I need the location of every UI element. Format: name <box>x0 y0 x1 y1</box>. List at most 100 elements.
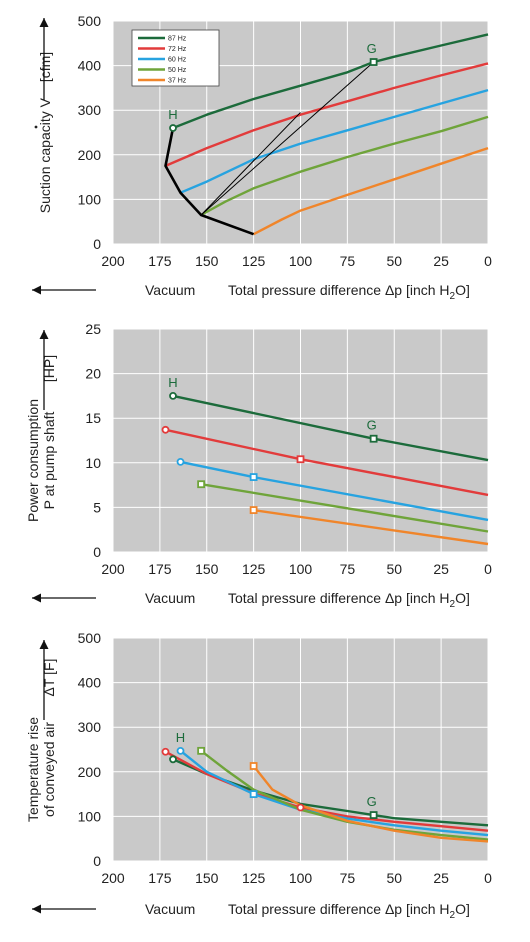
flow-rate-dot <box>34 125 38 129</box>
x-tick-label: 0 <box>484 253 492 269</box>
marker-point <box>169 391 177 400</box>
legend: 87 Hz 72 Hz 60 Hz 50 Hz 37 Hz <box>131 29 220 87</box>
x-tick-label: 100 <box>289 561 313 577</box>
y-axis-label: Suction capacity V [cfm] <box>37 52 53 213</box>
x-axis-title-subscript: 2 <box>450 599 456 610</box>
x-tick-label: 0 <box>484 561 492 577</box>
y-axis-unit: ΔT [F] <box>41 659 57 697</box>
x-axis-title: Total pressure difference Δp [inch H2O] <box>228 590 470 610</box>
x-tick-label: 150 <box>195 870 219 886</box>
x-tick-label: 25 <box>433 253 449 269</box>
legend-entry: 60 Hz <box>168 57 187 64</box>
x-tick-label: 175 <box>148 253 172 269</box>
marker-point <box>369 811 378 819</box>
x-axis-title-text: Total pressure difference Δp [inch H <box>228 901 450 917</box>
marker-point <box>176 746 185 755</box>
series-line-37hz <box>253 508 489 546</box>
x-tick-label: 75 <box>340 870 356 886</box>
y-tick-label: 100 <box>78 191 102 207</box>
operating-limit-line <box>164 127 255 236</box>
x-tick-label: 150 <box>195 561 219 577</box>
marker-point <box>169 124 177 132</box>
x-tick-label: 75 <box>340 561 356 577</box>
y-direction-arrow <box>39 18 49 100</box>
marker-point <box>296 803 305 812</box>
marker-point <box>169 755 177 764</box>
y-tick-label: 400 <box>78 58 102 74</box>
marker-point <box>197 746 206 755</box>
marker-point <box>249 506 258 514</box>
legend-entry: 50 Hz <box>168 67 187 74</box>
marker-point <box>249 762 258 770</box>
x-tick-label: 125 <box>242 561 266 577</box>
y-axis-title: Suction capacity V [cfm] <box>37 52 53 213</box>
y-tick-label: 15 <box>85 410 101 426</box>
y-axis-unit: [HP] <box>41 355 57 382</box>
x-tick-label: 175 <box>148 561 172 577</box>
x-tick-label: 50 <box>386 561 402 577</box>
x-tick-label: 25 <box>433 561 449 577</box>
y-tick-label: 0 <box>93 236 101 252</box>
y-axis-label: Temperature rise of conveyed air ΔT [F] <box>25 659 57 822</box>
y-tick-label: 0 <box>93 544 101 560</box>
x-direction-arrow-head <box>32 904 41 914</box>
y-axis-title-line2: of conveyed air <box>41 722 57 817</box>
marker-point <box>249 473 258 481</box>
x-tick-label: 200 <box>101 253 125 269</box>
marker-label-h: H <box>168 107 177 122</box>
y-tick-label: 200 <box>78 147 102 163</box>
marker-point <box>176 458 185 466</box>
x-axis-title-subscript: 2 <box>450 291 456 302</box>
y-tick-label: 500 <box>78 630 102 646</box>
x-tick-label: 125 <box>242 253 266 269</box>
y-tick-label: 20 <box>85 366 101 382</box>
x-axis-title-end: O] <box>455 901 470 917</box>
y-tick-label: 0 <box>93 853 101 869</box>
x-axis-title: Total pressure difference Δp [inch H2O] <box>228 282 470 302</box>
marker-point <box>249 790 258 798</box>
marker-label-h: H <box>176 730 185 745</box>
series-line-50hz <box>200 483 489 533</box>
y-axis-title-line2: P at pump shaft <box>41 411 57 509</box>
series-line-37hz <box>253 146 489 236</box>
y-axis-title-line1: Temperature rise <box>25 717 41 822</box>
x-direction-arrow-head <box>32 285 41 295</box>
legend-entry: 87 Hz <box>168 36 187 43</box>
marker-point <box>369 434 378 443</box>
x-axis-title-text: Total pressure difference Δp [inch H <box>228 282 450 298</box>
y-tick-label: 25 <box>85 321 101 337</box>
marker-point <box>197 480 206 489</box>
y-axis-label: Power consumption P at pump shaft [HP] <box>25 355 57 522</box>
x-tick-label: 50 <box>386 253 402 269</box>
x-axis-title-text: Total pressure difference Δp [inch H <box>228 590 450 606</box>
x-axis-title: Total pressure difference Δp [inch H2O] <box>228 901 470 921</box>
x-direction-arrow <box>32 285 96 295</box>
chart-power: 0 5 10 15 20 25 200 175 150 125 100 75 50 25 0 H G Power … <box>25 321 492 610</box>
series-line-50hz <box>200 115 489 217</box>
marker-point <box>296 455 305 464</box>
x-direction-arrow-head <box>32 593 41 603</box>
y-tick-label: 100 <box>78 808 102 824</box>
y-tick-label: 300 <box>78 719 102 735</box>
y-axis-symbol: V <box>37 97 53 107</box>
x-label-vacuum: Vacuum <box>145 901 195 917</box>
marker-label-g: G <box>367 418 377 433</box>
x-tick-label: 0 <box>484 870 492 886</box>
marker-point <box>369 58 378 66</box>
x-tick-label: 200 <box>101 870 125 886</box>
series-line-60hz <box>180 88 489 194</box>
y-direction-arrow <box>39 330 49 410</box>
chart-suction: 0 100 200 300 400 500 200 175 150 125 100 75 50 25 0 H G… <box>37 13 492 302</box>
legend-entry: 37 Hz <box>168 78 187 85</box>
x-axis-title-end: O] <box>455 590 470 606</box>
x-tick-label: 125 <box>242 870 266 886</box>
series-line-87hz <box>172 33 489 130</box>
x-tick-label: 25 <box>433 870 449 886</box>
x-axis-title-subscript: 2 <box>450 910 456 921</box>
x-direction-arrow <box>32 593 96 603</box>
x-tick-label: 175 <box>148 870 172 886</box>
y-tick-label: 5 <box>93 499 101 515</box>
x-tick-label: 100 <box>289 253 313 269</box>
y-tick-label: 500 <box>78 13 102 29</box>
